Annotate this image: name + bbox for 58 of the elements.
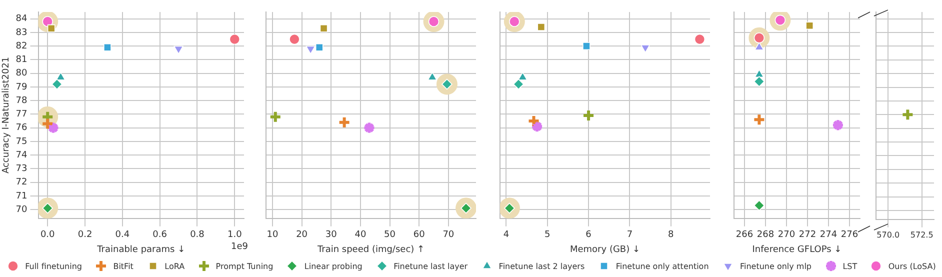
legend-label: Finetune last 2 layers bbox=[498, 262, 585, 270]
y-tick-label: 75 bbox=[16, 136, 28, 147]
x-tick-label: 570.0 bbox=[876, 230, 900, 240]
y-tick-label: 72 bbox=[16, 178, 28, 188]
y-tick-label: 82 bbox=[16, 41, 28, 52]
y-tick-label: 80 bbox=[16, 68, 28, 79]
x-tick-label: 0.8 bbox=[190, 230, 205, 240]
x-tick-label: 5 bbox=[544, 230, 550, 240]
x-tick-label: 7 bbox=[626, 230, 633, 240]
x-tick-label: 270 bbox=[778, 230, 796, 240]
x-tick-label: 0.4 bbox=[115, 230, 130, 240]
x-tick-label: 40 bbox=[354, 230, 366, 240]
y-tick-label: 76 bbox=[16, 123, 28, 134]
y-tick-label: 81 bbox=[16, 55, 28, 66]
x-tick-label: 20 bbox=[296, 230, 308, 240]
x-tick-label: 10 bbox=[266, 230, 278, 240]
y-tick-label: 79 bbox=[16, 82, 28, 92]
legend-label: Prompt Tuning bbox=[216, 262, 274, 270]
y-tick-label: 77 bbox=[16, 110, 28, 120]
x-tick-label: 276 bbox=[840, 230, 858, 240]
legend-label: Linear probing bbox=[304, 262, 362, 270]
x-axis-title: Trainable params ↓ bbox=[96, 244, 186, 255]
x-tick-label: 572.5 bbox=[910, 230, 934, 240]
x-tick-label: 30 bbox=[325, 230, 338, 240]
y-tick-label: 78 bbox=[16, 96, 28, 106]
x-tick-label: 60 bbox=[413, 230, 426, 240]
y-tick-label: 74 bbox=[16, 150, 28, 160]
x-tick-label: 1.0 bbox=[227, 230, 242, 240]
text: 1e9 bbox=[231, 242, 248, 252]
y-tick-label: 84 bbox=[16, 14, 28, 24]
x-tick-label: 0.0 bbox=[40, 230, 56, 240]
x-tick-label: 4 bbox=[503, 230, 510, 240]
legend-label: Ours (LoSA) bbox=[888, 262, 936, 270]
legend-label: BitFit bbox=[113, 262, 134, 270]
legend-label: Full finetuning bbox=[25, 262, 82, 270]
legend-label: Finetune last layer bbox=[394, 262, 468, 270]
x-tick-label: 274 bbox=[820, 230, 838, 240]
x-tick-label: 50 bbox=[384, 230, 396, 240]
x-tick-label: 6 bbox=[586, 230, 592, 240]
x-axis-title: Train speed (img/sec) ↑ bbox=[316, 244, 425, 255]
x-axis-title: Memory (GB) ↓ bbox=[570, 244, 640, 255]
x-tick-label: 70 bbox=[442, 230, 454, 240]
y-tick-label: 70 bbox=[16, 204, 28, 215]
x-tick-label: 8 bbox=[668, 230, 674, 240]
y-tick-label: 71 bbox=[16, 191, 28, 202]
x-tick-label: 268 bbox=[756, 230, 774, 240]
legend-label: Finetune only mlp bbox=[740, 262, 812, 270]
x-axis-title: Inference GFLOPs ↓ bbox=[752, 244, 842, 255]
y-tick-label: 83 bbox=[16, 28, 28, 38]
x-tick-label: 266 bbox=[736, 230, 754, 240]
x-tick-label: 272 bbox=[798, 230, 816, 240]
x-tick-label: 0.2 bbox=[78, 230, 92, 240]
legend-label: LST bbox=[842, 262, 858, 270]
legend-label: LoRA bbox=[164, 262, 185, 270]
y-tick-label: 73 bbox=[16, 164, 28, 174]
x-tick-label: 0.6 bbox=[152, 230, 168, 240]
legend-label: Finetune only attention bbox=[616, 262, 709, 270]
y-axis-title: Accuracy I-Naturalist2021 bbox=[2, 56, 12, 174]
